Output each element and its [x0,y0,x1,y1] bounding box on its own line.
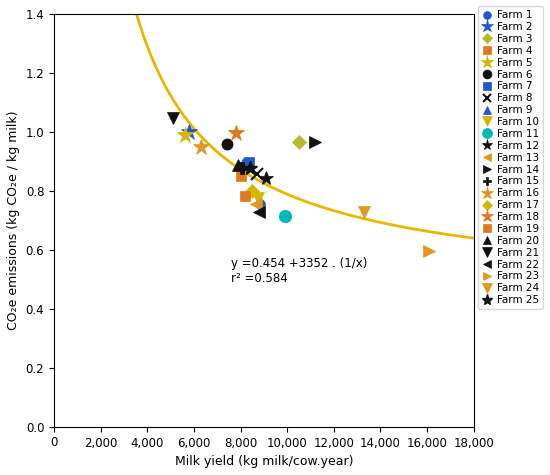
Y-axis label: CO₂e emissions (kg CO₂e / kg milk): CO₂e emissions (kg CO₂e / kg milk) [7,111,20,330]
X-axis label: Milk yield (kg milk/cow.year): Milk yield (kg milk/cow.year) [174,455,353,468]
Legend: Farm 1, Farm 2, Farm 3, Farm 4, Farm 5, Farm 6, Farm 7, Farm 8, Farm 9, Farm 10,: Farm 1, Farm 2, Farm 3, Farm 4, Farm 5, … [478,6,543,309]
Text: y =0.454 +3352 . (1/x)
r² =0.584: y =0.454 +3352 . (1/x) r² =0.584 [231,257,367,285]
